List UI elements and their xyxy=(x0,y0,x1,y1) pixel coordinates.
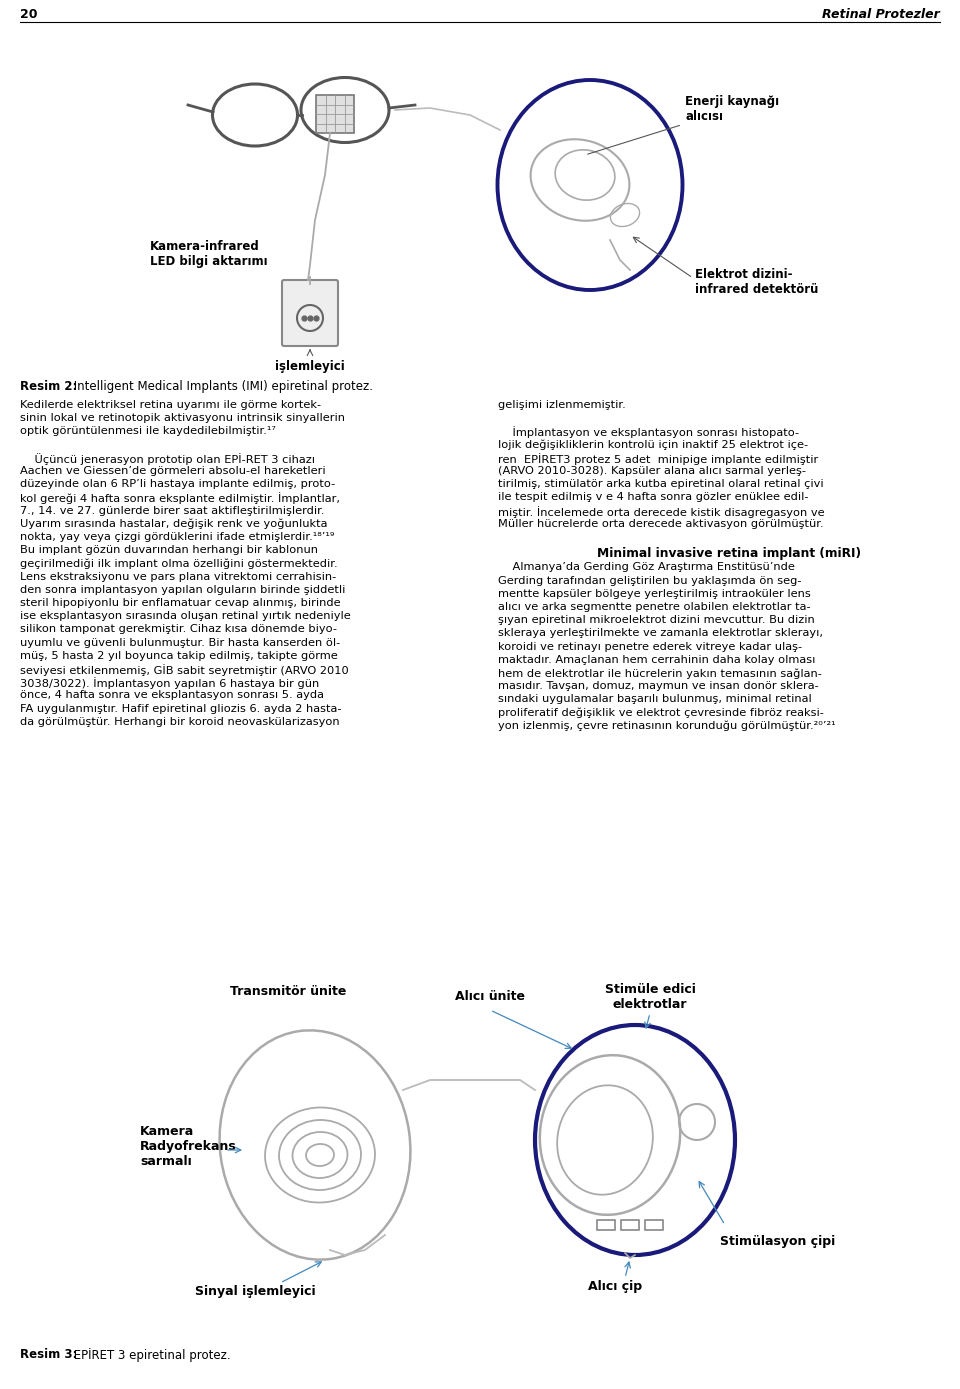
Text: Enerji kaynağı
alıcısı: Enerji kaynağı alıcısı xyxy=(588,94,780,154)
Text: gelişimi izlenmemiştir.: gelişimi izlenmemiştir. xyxy=(498,400,626,410)
Text: geçirilmediği ilk implant olma özelliğini göstermektedir.: geçirilmediği ilk implant olma özelliğin… xyxy=(20,558,338,569)
Text: EPİRET 3 epiretinal protez.: EPİRET 3 epiretinal protez. xyxy=(70,1347,230,1363)
Text: Alıcı ünite: Alıcı ünite xyxy=(455,990,525,1003)
Text: mentte kapsüler bölgeye yerleştirilmiş intraoküler lens: mentte kapsüler bölgeye yerleştirilmiş i… xyxy=(498,589,811,599)
Text: Elektrot dizini-
infrared detektörü: Elektrot dizini- infrared detektörü xyxy=(695,268,818,296)
Text: Minimal invasive retina implant (miRI): Minimal invasive retina implant (miRI) xyxy=(597,547,861,560)
Text: Kamera
Radyofrekans
sarmalı: Kamera Radyofrekans sarmalı xyxy=(140,1125,237,1168)
Bar xyxy=(316,94,354,133)
Text: lojik değişikliklerin kontrolü için inaktif 25 elektrot içe-: lojik değişikliklerin kontrolü için inak… xyxy=(498,439,808,450)
Text: Retinal Protezler: Retinal Protezler xyxy=(823,8,940,21)
Text: Stimülasyon çipi: Stimülasyon çipi xyxy=(720,1235,835,1247)
Text: Gerding tarafından geliştirilen bu yaklaşımda ön seg-: Gerding tarafından geliştirilen bu yakla… xyxy=(498,575,802,586)
Text: Resim 3:: Resim 3: xyxy=(20,1347,78,1361)
Text: Lens ekstraksiyonu ve pars plana vitrektomi cerrahisin-: Lens ekstraksiyonu ve pars plana vitrekt… xyxy=(20,572,336,582)
Text: nokta, yay veya çizgi gördüklerini ifade etmişlerdir.¹⁸’¹⁹: nokta, yay veya çizgi gördüklerini ifade… xyxy=(20,532,334,542)
Text: Bu implant gözün duvarından herhangi bir kablonun: Bu implant gözün duvarından herhangi bir… xyxy=(20,546,318,556)
Text: miştir. İncelemede orta derecede kistik disagregasyon ve: miştir. İncelemede orta derecede kistik … xyxy=(498,506,825,518)
Text: sinin lokal ve retinotopik aktivasyonu intrinsik sinyallerin: sinin lokal ve retinotopik aktivasyonu i… xyxy=(20,413,345,424)
Text: ren  EPİRET3 protez 5 adet  minipige implante edilmiştir: ren EPİRET3 protez 5 adet minipige impla… xyxy=(498,453,818,465)
Text: masıdır. Tavşan, domuz, maymun ve insan donör sklera-: masıdır. Tavşan, domuz, maymun ve insan … xyxy=(498,681,819,692)
Text: müş, 5 hasta 2 yıl boyunca takip edilmiş, takipte görme: müş, 5 hasta 2 yıl boyunca takip edilmiş… xyxy=(20,651,338,661)
Text: Kamera-infrared
LED bilgi aktarımı: Kamera-infrared LED bilgi aktarımı xyxy=(150,240,268,268)
Text: Uyarım sırasında hastalar, değişik renk ve yoğunlukta: Uyarım sırasında hastalar, değişik renk … xyxy=(20,519,327,529)
Bar xyxy=(597,1220,615,1231)
Text: 7., 14. ve 27. günlerde birer saat aktifleştirilmişlerdir.: 7., 14. ve 27. günlerde birer saat aktif… xyxy=(20,506,324,515)
Text: Stimüle edici
elektrotlar: Stimüle edici elektrotlar xyxy=(605,983,695,1011)
Text: Müller hücrelerde orta derecede aktivasyon görülmüştür.: Müller hücrelerde orta derecede aktivasy… xyxy=(498,519,824,529)
Text: düzeyinde olan 6 RP’li hastaya implante edilmiş, proto-: düzeyinde olan 6 RP’li hastaya implante … xyxy=(20,479,335,489)
Text: seviyesi etkilenmemiş, GİB sabit seyretmiştir (ARVO 2010: seviyesi etkilenmemiş, GİB sabit seyretm… xyxy=(20,664,348,676)
Text: FA uygulanmıştır. Hafif epiretinal gliozis 6. ayda 2 hasta-: FA uygulanmıştır. Hafif epiretinal glioz… xyxy=(20,704,342,714)
Bar xyxy=(621,1220,639,1231)
Text: Kedilerde elektriksel retina uyarımı ile görme kortek-: Kedilerde elektriksel retina uyarımı ile… xyxy=(20,400,322,410)
Text: den sonra implantasyon yapılan olguların birinde şiddetli: den sonra implantasyon yapılan olguların… xyxy=(20,585,346,594)
Text: hem de elektrotlar ile hücrelerin yakın temasının sağlan-: hem de elektrotlar ile hücrelerin yakın … xyxy=(498,668,822,678)
Text: maktadır. Amaçlanan hem cerrahinin daha kolay olması: maktadır. Amaçlanan hem cerrahinin daha … xyxy=(498,654,815,665)
Text: Üçüncü jenerasyon prototip olan EPİ-RET 3 cihazı: Üçüncü jenerasyon prototip olan EPİ-RET … xyxy=(20,453,315,465)
Text: işlemleyici: işlemleyici xyxy=(276,360,345,374)
Text: sındaki uygulamalar başarılı bulunmuş, minimal retinal: sındaki uygulamalar başarılı bulunmuş, m… xyxy=(498,694,812,704)
Text: Aachen ve Giessen’de görmeleri absolu-el hareketleri: Aachen ve Giessen’de görmeleri absolu-el… xyxy=(20,465,325,476)
Text: uyumlu ve güvenli bulunmuştur. Bir hasta kanserden öl-: uyumlu ve güvenli bulunmuştur. Bir hasta… xyxy=(20,638,340,647)
Text: optik görüntülenmesi ile kaydedilebilmiştir.¹⁷: optik görüntülenmesi ile kaydedilebilmiş… xyxy=(20,426,276,436)
Text: ise eksplantasyon sırasında oluşan retinal yırtık nedeniyle: ise eksplantasyon sırasında oluşan retin… xyxy=(20,611,350,621)
Text: Sinyal işlemleyici: Sinyal işlemleyici xyxy=(195,1285,315,1297)
Text: da görülmüştür. Herhangi bir koroid neovaskülarizasyon: da görülmüştür. Herhangi bir koroid neov… xyxy=(20,717,340,726)
Text: İmplantasyon ve eksplantasyon sonrası histopato-: İmplantasyon ve eksplantasyon sonrası hi… xyxy=(498,426,799,439)
Bar xyxy=(645,1220,663,1231)
Text: Almanya’da Gerding Göz Araştırma Enstitüsü’nde: Almanya’da Gerding Göz Araştırma Enstitü… xyxy=(498,563,795,572)
Text: 20: 20 xyxy=(20,8,37,21)
Text: skleraya yerleştirilmekte ve zamanla elektrotlar sklerayı,: skleraya yerleştirilmekte ve zamanla ele… xyxy=(498,628,823,639)
Text: 3038/3022). İmplantasyon yapılan 6 hastaya bir gün: 3038/3022). İmplantasyon yapılan 6 hasta… xyxy=(20,678,320,689)
Text: şıyan epiretinal mikroelektrot dizini mevcuttur. Bu dizin: şıyan epiretinal mikroelektrot dizini me… xyxy=(498,615,815,625)
Text: Intelligent Medical Implants (IMI) epiretinal protez.: Intelligent Medical Implants (IMI) epire… xyxy=(70,381,373,393)
Text: ile tespit edilmiş v e 4 hafta sonra gözler enüklee edil-: ile tespit edilmiş v e 4 hafta sonra göz… xyxy=(498,492,808,503)
Text: silikon tamponat gerekmiştir. Cihaz kısa dönemde biyo-: silikon tamponat gerekmiştir. Cihaz kısa… xyxy=(20,625,337,635)
Text: proliferatif değişiklik ve elektrot çevresinde fibröz reaksi-: proliferatif değişiklik ve elektrot çevr… xyxy=(498,707,824,718)
Text: Transmitör ünite: Transmitör ünite xyxy=(230,985,347,999)
FancyBboxPatch shape xyxy=(282,281,338,346)
Text: alıcı ve arka segmentte penetre olabilen elektrotlar ta-: alıcı ve arka segmentte penetre olabilen… xyxy=(498,601,810,613)
Text: steril hipopiyonlu bir enflamatuar cevap alınmış, birinde: steril hipopiyonlu bir enflamatuar cevap… xyxy=(20,599,341,608)
Text: kol gereği 4 hafta sonra eksplante edilmiştir. İmplantlar,: kol gereği 4 hafta sonra eksplante edilm… xyxy=(20,492,340,504)
Text: tirilmiş, stimülatör arka kutba epiretinal olaral retinal çivi: tirilmiş, stimülatör arka kutba epiretin… xyxy=(498,479,824,489)
Text: Resim 2:: Resim 2: xyxy=(20,381,78,393)
Text: (ARVO 2010-3028). Kapsüler alana alıcı sarmal yerleş-: (ARVO 2010-3028). Kapsüler alana alıcı s… xyxy=(498,465,806,476)
Text: önce, 4 hafta sonra ve eksplantasyon sonrası 5. ayda: önce, 4 hafta sonra ve eksplantasyon son… xyxy=(20,690,324,700)
Text: koroidi ve retinayı penetre ederek vitreye kadar ulaş-: koroidi ve retinayı penetre ederek vitre… xyxy=(498,642,803,651)
Text: Alıcı çip: Alıcı çip xyxy=(588,1281,642,1293)
Text: yon izlenmiş, çevre retinasının korunduğu görülmüştür.²⁰’²¹: yon izlenmiş, çevre retinasının korunduğ… xyxy=(498,721,835,731)
